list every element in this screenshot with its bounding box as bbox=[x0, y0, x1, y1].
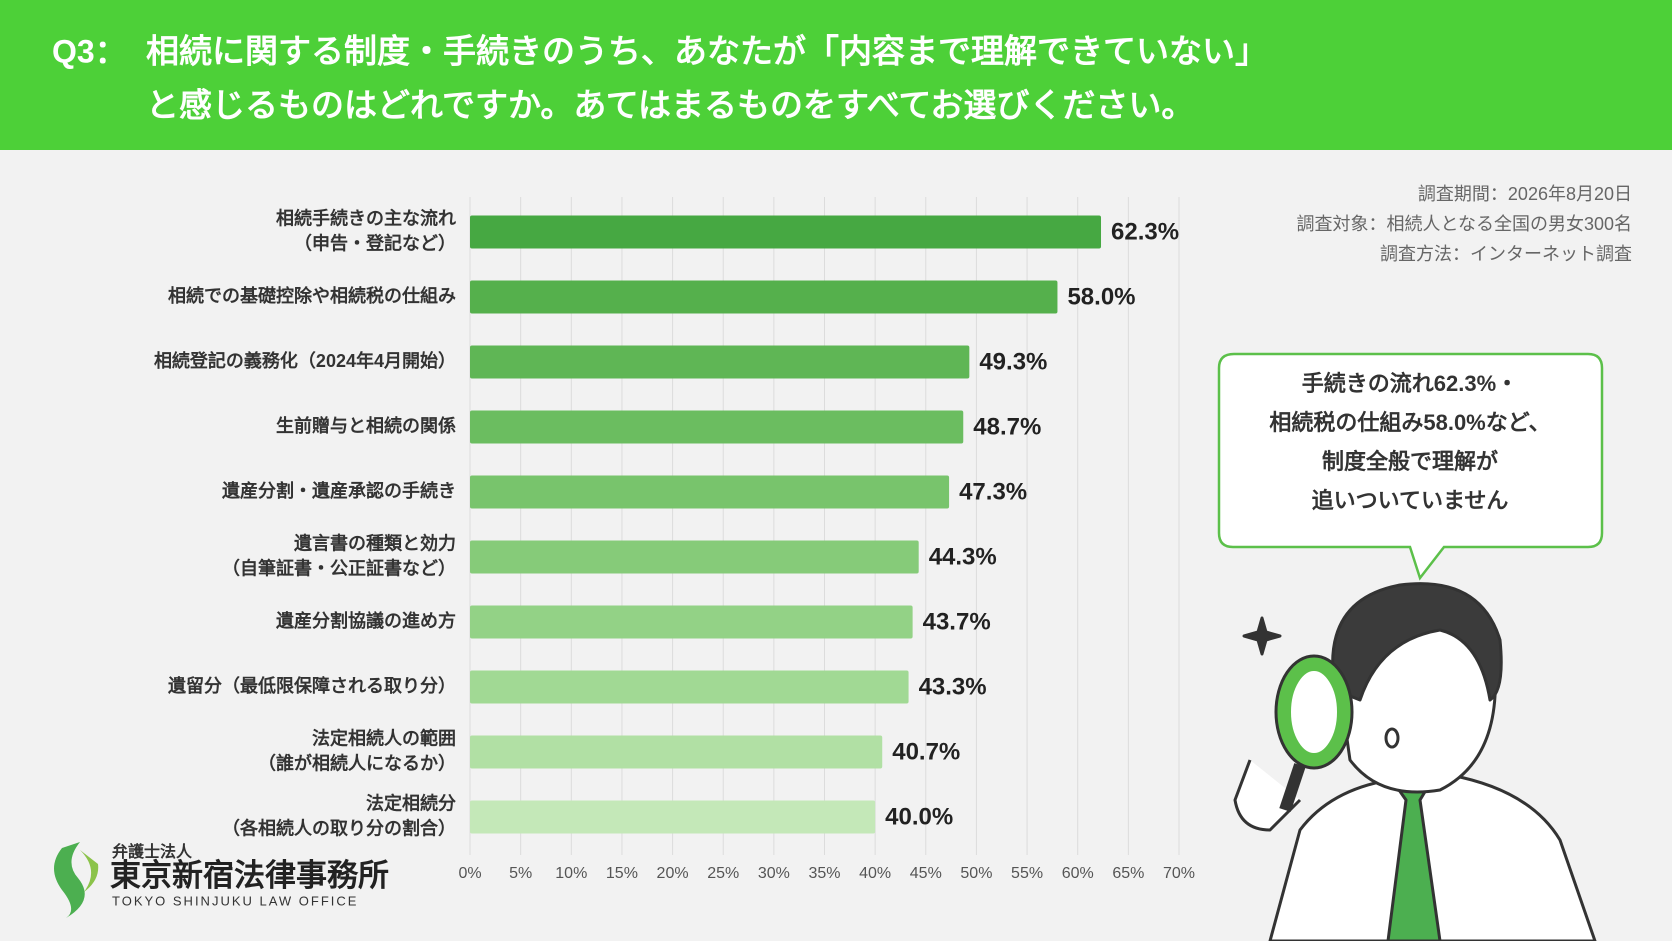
category-label: 相続での基礎控除や相続税の仕組み bbox=[168, 285, 456, 306]
value-label: 48.7% bbox=[973, 413, 1041, 440]
survey-note: 調査対象：相続人となる全国の男女300名 bbox=[1297, 214, 1633, 234]
value-label: 49.3% bbox=[979, 348, 1047, 375]
x-tick-label: 35% bbox=[808, 865, 840, 882]
category-label: （誰が相続人になるか） bbox=[258, 752, 456, 773]
callout-line: 制度全般で理解が bbox=[1322, 449, 1498, 474]
logo-name: 東京新宿法律事務所 bbox=[110, 858, 389, 893]
title-line: と感じるものはどれですか。あてはまるものをすべてお選びください。 bbox=[146, 87, 1194, 124]
bar bbox=[470, 605, 913, 639]
callout-line: 相続税の仕組み58.0%など、 bbox=[1269, 410, 1550, 435]
category-label: （自筆証書・公正証書など） bbox=[222, 557, 456, 578]
value-label: 58.0% bbox=[1067, 283, 1135, 310]
person-illustration bbox=[1233, 582, 1597, 941]
x-tick-label: 70% bbox=[1163, 865, 1195, 882]
x-tick-label: 40% bbox=[859, 865, 891, 882]
x-tick-label: 50% bbox=[960, 865, 992, 882]
category-label: （申告・登記など） bbox=[294, 232, 456, 253]
category-label: 相続手続きの主な流れ bbox=[276, 207, 456, 228]
category-label: 法定相続分 bbox=[366, 792, 456, 813]
x-tick-label: 15% bbox=[606, 865, 638, 882]
header-band bbox=[0, 0, 1672, 150]
logo-english: TOKYO SHINJUKU LAW OFFICE bbox=[112, 893, 358, 908]
x-tick-label: 10% bbox=[555, 865, 587, 882]
survey-note: 調査方法：インターネット調査 bbox=[1380, 244, 1632, 264]
bar bbox=[470, 670, 909, 704]
category-label: 遺産分割協議の進め方 bbox=[276, 610, 456, 631]
value-label: 43.7% bbox=[923, 608, 991, 635]
value-label: 43.3% bbox=[919, 673, 987, 700]
bar bbox=[470, 800, 876, 834]
bar bbox=[470, 540, 919, 574]
category-label: 遺産分割・遺産承認の手続き bbox=[222, 480, 456, 501]
x-tick-label: 20% bbox=[657, 865, 689, 882]
x-tick-label: 0% bbox=[458, 865, 481, 882]
category-label: （各相続人の取り分の割合） bbox=[222, 817, 456, 838]
speech-bubble bbox=[1217, 352, 1604, 581]
callout-line: 手続きの流れ62.3%・ bbox=[1302, 371, 1518, 396]
category-label: 法定相続人の範囲 bbox=[312, 727, 456, 748]
x-tick-label: 60% bbox=[1062, 865, 1094, 882]
x-tick-label: 65% bbox=[1112, 865, 1144, 882]
value-label: 44.3% bbox=[929, 543, 997, 570]
value-label: 62.3% bbox=[1111, 218, 1179, 245]
bar bbox=[470, 475, 950, 509]
logo-mark bbox=[54, 842, 99, 918]
x-tick-label: 55% bbox=[1011, 865, 1043, 882]
callout-line: 追いついていません bbox=[1312, 488, 1509, 513]
x-tick-label: 30% bbox=[758, 865, 790, 882]
value-label: 40.0% bbox=[885, 803, 953, 830]
question-label: Q3： bbox=[52, 33, 127, 69]
value-label: 40.7% bbox=[892, 738, 960, 765]
x-tick-label: 25% bbox=[707, 865, 739, 882]
logo-sub: 弁護士法人 bbox=[112, 842, 193, 861]
category-label: 遺留分（最低限保障される取り分） bbox=[168, 675, 456, 696]
survey-note: 調査期間：2026年8月20日 bbox=[1418, 184, 1632, 204]
bar bbox=[470, 215, 1102, 249]
x-tick-label: 45% bbox=[910, 865, 942, 882]
x-tick-label: 5% bbox=[509, 865, 532, 882]
bar bbox=[470, 280, 1058, 314]
category-label: 遺言書の種類と効力 bbox=[294, 532, 456, 553]
bar bbox=[470, 735, 883, 769]
category-label: 生前贈与と相続の関係 bbox=[276, 415, 456, 436]
value-label: 47.3% bbox=[959, 478, 1027, 505]
bar bbox=[470, 410, 964, 444]
bar bbox=[470, 345, 970, 379]
category-label: 相続登記の義務化（2024年4月開始） bbox=[154, 350, 456, 371]
title-line: 相続に関する制度・手続きのうち、あなたが「内容まで理解できていない」 bbox=[146, 33, 1268, 70]
